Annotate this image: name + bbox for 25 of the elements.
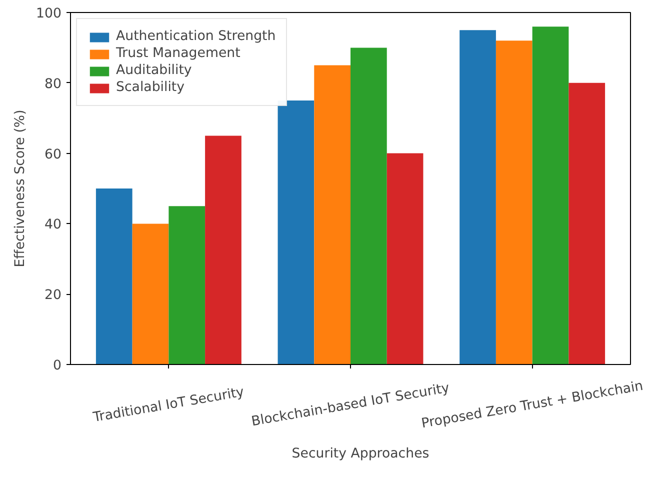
y-tick-label: 100 [36,6,62,22]
bar [205,136,242,364]
y-tick-label: 40 [44,218,62,233]
bar [96,188,132,364]
bar [568,82,606,364]
legend-label: Auditability [116,63,192,78]
legend-label: Authentication Strength [116,29,276,44]
legend-label: Scalability [116,80,185,95]
x-axis-title: Security Approaches [292,446,430,462]
bar [532,26,569,364]
bar [496,40,532,364]
y-tick-label: 20 [44,288,62,304]
x-tick-label: Traditional IoT Security [91,384,246,426]
y-tick-label: 60 [44,147,62,162]
bar [168,206,206,364]
bar [278,100,314,364]
bar [386,153,424,364]
bar [350,48,387,364]
y-tick-label: 80 [44,76,62,92]
bar [314,65,350,364]
y-axis-title: Effectiveness Score (%) [13,110,28,268]
bar [132,224,169,364]
bar [460,30,496,364]
legend-label: Trust Management [116,46,240,61]
y-tick-label: 0 [53,358,62,374]
